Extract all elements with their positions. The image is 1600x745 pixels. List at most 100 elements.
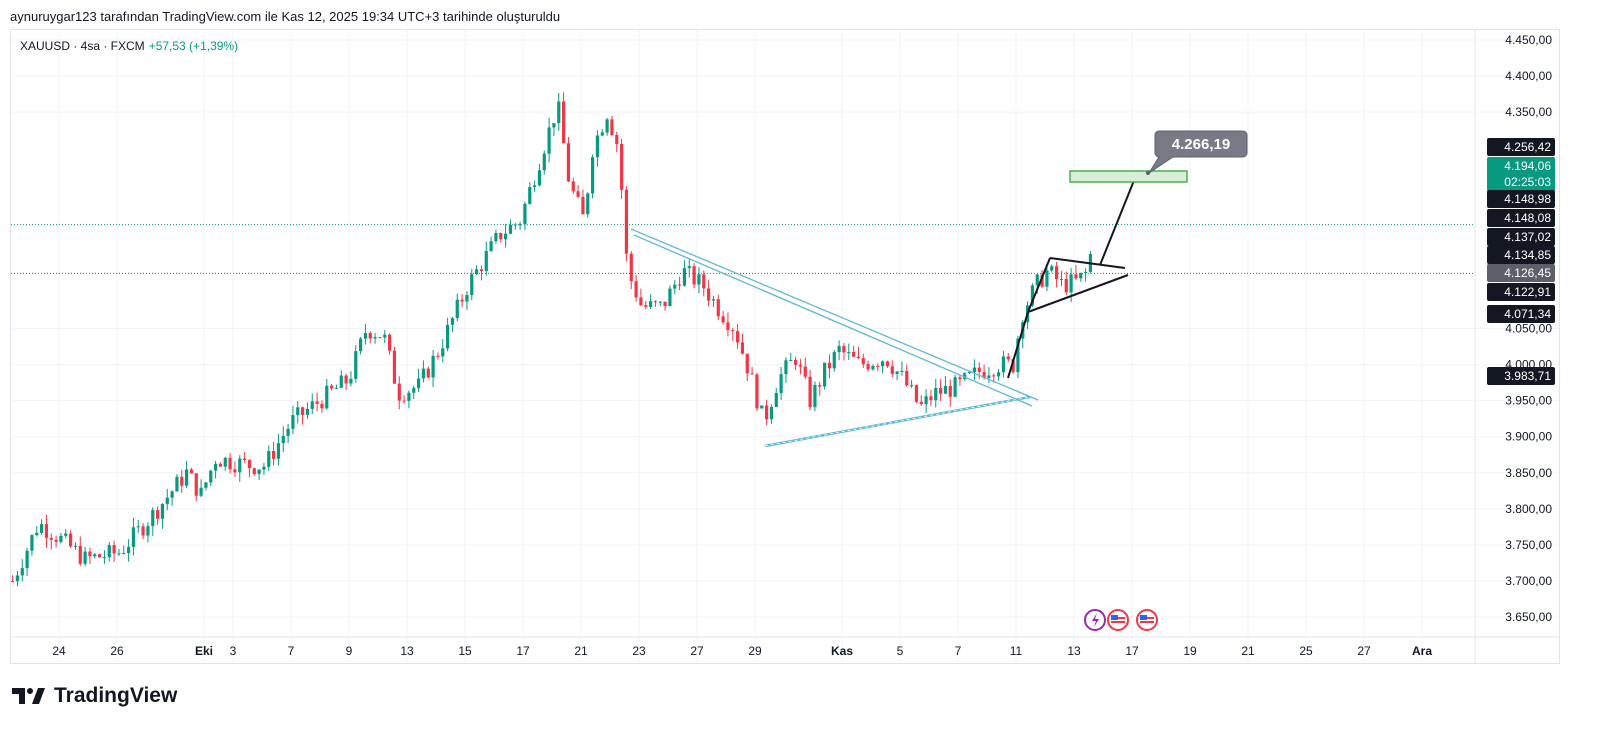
us-flag-event-icon[interactable]: [1136, 609, 1158, 631]
price-badge: [1487, 209, 1555, 227]
candle-body: [1050, 266, 1054, 271]
candle: [223, 456, 227, 471]
x-tick-label: 3: [230, 644, 237, 658]
candle-body: [929, 396, 933, 401]
candle-body: [905, 370, 909, 386]
candle-body: [1059, 278, 1064, 280]
candle: [1001, 350, 1006, 378]
candle-body: [257, 469, 261, 474]
candle-body: [102, 557, 107, 559]
candle-body: [315, 401, 319, 404]
candle: [716, 294, 720, 321]
candle-body: [489, 241, 493, 252]
candle: [914, 384, 919, 404]
candle-body: [127, 546, 131, 554]
candle-body: [890, 366, 894, 374]
candle: [939, 379, 943, 402]
candle-body: [204, 482, 208, 488]
candle-body: [557, 101, 561, 124]
price-badge: [1487, 190, 1555, 208]
symbol-legend: XAUUSD · 4sa · FXCM +57,53 (+1,39%): [20, 39, 238, 53]
candle: [827, 354, 832, 379]
candle: [1064, 271, 1068, 296]
candle: [243, 452, 247, 463]
x-tick-label: 15: [458, 644, 472, 658]
candle-body: [455, 299, 459, 319]
x-tick-label: 23: [632, 644, 646, 658]
flag-stripe: [1140, 621, 1154, 623]
candle: [499, 232, 503, 243]
candle: [687, 258, 691, 278]
chart-frame[interactable]: [10, 29, 1560, 664]
candle: [218, 462, 223, 467]
candle-body: [494, 233, 498, 242]
candle-body: [852, 351, 856, 357]
candle-body: [344, 375, 348, 384]
candle-body: [1045, 270, 1049, 287]
candle: [600, 128, 604, 137]
flag-stripe: [1111, 621, 1125, 623]
candle: [494, 229, 498, 244]
candle: [803, 357, 807, 380]
x-tick-label: 17: [516, 644, 530, 658]
candle: [774, 388, 778, 408]
candle: [765, 399, 769, 426]
candle: [852, 345, 856, 358]
candle: [11, 575, 15, 583]
candle-body: [228, 457, 232, 470]
candle: [185, 460, 189, 489]
candle: [247, 459, 252, 478]
x-tick-label: 29: [748, 644, 762, 658]
candle: [209, 469, 213, 487]
candle-body: [721, 316, 725, 323]
candle: [305, 402, 310, 419]
candle-body: [716, 299, 720, 317]
candle: [325, 379, 329, 410]
candle: [707, 280, 711, 307]
candle: [615, 131, 619, 153]
candle-body: [368, 332, 372, 339]
candle: [620, 138, 624, 199]
candle-body: [267, 450, 271, 467]
candle-body: [649, 301, 653, 307]
candle-body: [504, 233, 508, 240]
candle-body: [745, 353, 749, 374]
candle-body: [20, 568, 24, 576]
candle-body: [1040, 274, 1044, 287]
candle-body: [1064, 278, 1068, 293]
candle: [272, 441, 276, 466]
candle-body: [784, 360, 788, 375]
candle-body: [726, 322, 730, 331]
price-badge-label: 4.148,98: [1504, 192, 1551, 206]
candle-body: [194, 473, 198, 496]
candle-body: [948, 385, 952, 397]
candle: [49, 533, 53, 550]
candle: [112, 540, 116, 562]
candle: [726, 312, 730, 337]
candle: [455, 293, 459, 322]
candle-body: [49, 537, 53, 540]
candle: [866, 360, 870, 372]
candle-body: [262, 466, 266, 470]
candle: [78, 536, 82, 567]
candle: [798, 358, 803, 375]
candle-body: [1006, 356, 1010, 360]
candle-body: [629, 253, 633, 282]
candle-body: [914, 385, 919, 402]
tradingview-logo[interactable]: TradingView: [12, 684, 177, 708]
candle-body: [682, 268, 687, 286]
candle-body: [214, 463, 218, 471]
us-flag-event-icon[interactable]: [1107, 609, 1129, 631]
x-tick-label: 21: [1241, 644, 1255, 658]
candle-body: [610, 119, 614, 135]
candle-body: [910, 385, 914, 387]
candle-body: [658, 301, 662, 303]
candle: [552, 123, 556, 136]
candle: [794, 356, 798, 370]
candle: [813, 381, 817, 412]
lightning-event-icon[interactable]: [1084, 609, 1106, 631]
candle-body: [470, 274, 474, 296]
candle: [276, 433, 281, 466]
candle: [566, 136, 571, 183]
